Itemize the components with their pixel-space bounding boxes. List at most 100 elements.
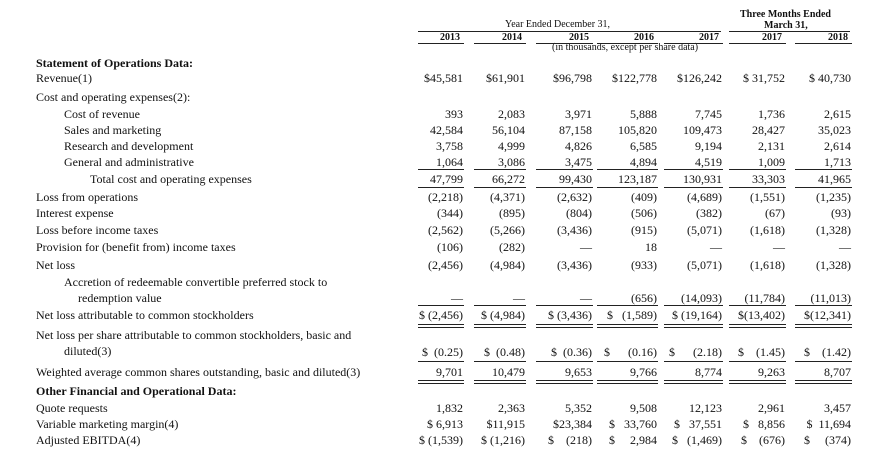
total-rule — [729, 187, 786, 188]
cell-value: $11,915 — [486, 417, 525, 431]
row-label: Cost of revenue — [64, 107, 140, 121]
cell-value: 8,707 — [824, 365, 851, 379]
cell-value: 2,363 — [498, 401, 525, 415]
subtotal-rule — [664, 169, 723, 170]
cell-value: 4,519 — [695, 155, 722, 169]
cell-value: — — [580, 240, 592, 254]
double-rule — [536, 380, 593, 384]
cell-value: 33,303 — [752, 172, 785, 186]
total-rule — [418, 187, 464, 188]
three-months-header: Three Months Ended — [740, 9, 831, 20]
cell-value: — — [580, 291, 592, 305]
cell-value: 130,931 — [683, 172, 722, 186]
cell-value: $23,384 — [553, 417, 592, 431]
cell-value: 9,766 — [630, 365, 657, 379]
year-rule — [729, 43, 786, 44]
cell-value: (11,784) — [744, 291, 785, 305]
subtotal-rule — [729, 305, 786, 306]
cell-value: $ (2,456) — [419, 308, 463, 322]
subtotal-rule — [597, 305, 658, 306]
year-header: 2015 — [569, 32, 589, 43]
subtotal-rule — [536, 169, 593, 170]
cell-value: $ (4,984) — [481, 308, 525, 322]
subtotal-rule — [474, 305, 526, 306]
year-rule — [597, 43, 658, 44]
cell-value: 42,584 — [430, 123, 463, 137]
subtotal-rule — [474, 361, 526, 362]
cell-value: (2,562) — [428, 223, 463, 237]
cell-value: (804) — [566, 206, 592, 220]
cell-value: (282) — [499, 240, 525, 254]
cell-value: $ (1,469) — [672, 433, 722, 447]
cell-value: (5,071) — [687, 258, 722, 272]
cell-value: 3,758 — [436, 139, 463, 153]
cell-value: 1,009 — [758, 155, 785, 169]
year-header: 2018 — [828, 32, 848, 43]
row-label: Loss from operations — [36, 190, 138, 204]
cell-value: (93) — [831, 206, 851, 220]
cell-value: 2,131 — [758, 139, 785, 153]
cell-value: $ 37,551 — [674, 417, 722, 431]
subtotal-rule — [795, 361, 852, 362]
cell-value: 2,614 — [824, 139, 851, 153]
cell-value: (656) — [631, 291, 657, 305]
cell-value: $61,901 — [486, 71, 525, 85]
cell-value: $ (2.18) — [669, 345, 722, 359]
cell-value: 56,104 — [492, 123, 525, 137]
subtotal-rule — [418, 305, 464, 306]
section-heading: Statement of Operations Data: — [36, 56, 193, 70]
cell-value: (409) — [631, 190, 657, 204]
cell-value: 9,653 — [565, 365, 592, 379]
total-rule — [597, 187, 658, 188]
cell-value: $ (19,164) — [672, 308, 722, 322]
cell-value: $ (0.36) — [551, 345, 592, 359]
total-rule — [474, 187, 526, 188]
year-rule — [474, 43, 526, 44]
row-label: Research and development — [64, 139, 194, 153]
row-label: Revenue(1) — [36, 71, 92, 85]
cell-value: (506) — [631, 206, 657, 220]
cell-value: 3,457 — [824, 401, 851, 415]
cell-value: 87,158 — [559, 123, 592, 137]
total-rule — [795, 187, 852, 188]
double-rule — [664, 324, 723, 328]
cell-value: $ 31,752 — [743, 71, 785, 85]
cell-value: $(12,341) — [804, 308, 851, 322]
cell-value: 2,961 — [758, 401, 785, 415]
subtotal-rule — [536, 305, 593, 306]
cell-value: $ 6,913 — [427, 417, 463, 431]
cell-value: $ 40,730 — [809, 71, 851, 85]
cell-value: (1,551) — [750, 190, 785, 204]
row-label: Loss before income taxes — [36, 223, 159, 237]
cell-value: — — [773, 240, 785, 254]
cell-value: $126,242 — [677, 71, 722, 85]
cell-value: 12,123 — [689, 401, 722, 415]
cell-value: (933) — [631, 258, 657, 272]
cell-value: $ (0.16) — [604, 345, 657, 359]
cell-value: 9,701 — [436, 365, 463, 379]
row-label: Total cost and operating expenses — [90, 172, 252, 186]
cell-value: 8,774 — [695, 365, 722, 379]
cell-value: 1,713 — [824, 155, 851, 169]
year-header: 2017 — [699, 32, 719, 43]
double-rule — [795, 380, 852, 384]
row-label: redemption value — [78, 291, 162, 305]
cell-value: (2,632) — [557, 190, 592, 204]
cell-value: 18 — [645, 240, 657, 254]
cell-value: (895) — [499, 206, 525, 220]
cell-value: 2,615 — [824, 107, 851, 121]
subtotal-rule — [729, 361, 786, 362]
subtotal-rule — [795, 305, 852, 306]
cell-value: 105,820 — [618, 123, 657, 137]
cell-value: — — [839, 240, 851, 254]
cell-value: (1,618) — [750, 258, 785, 272]
cell-value: (5,071) — [687, 223, 722, 237]
total-rule — [536, 187, 593, 188]
row-label: Net loss per share attributable to commo… — [36, 328, 352, 342]
cell-value: 6,585 — [630, 139, 657, 153]
year-header: 2017 — [762, 32, 782, 43]
cell-value: 2,083 — [498, 107, 525, 121]
year-rule — [795, 43, 852, 44]
cell-value: $ (0.48) — [484, 345, 525, 359]
